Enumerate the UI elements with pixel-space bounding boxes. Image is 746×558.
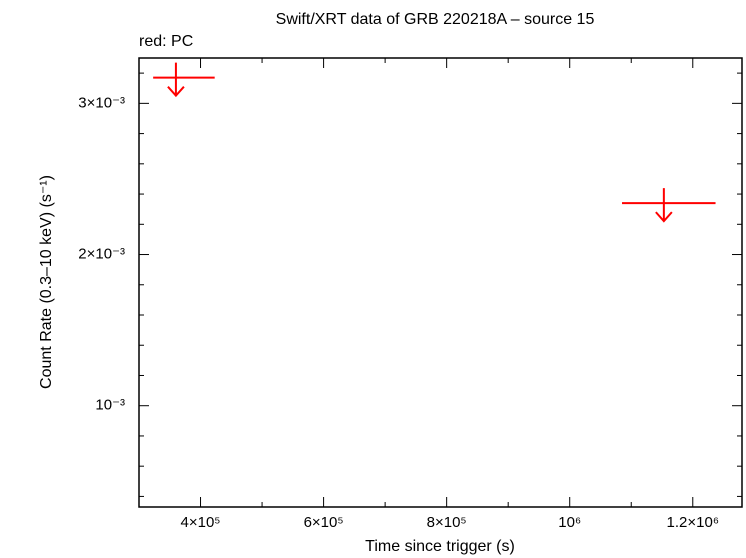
y-tick-label: 3×10⁻³ xyxy=(78,94,125,111)
chart-title: Swift/XRT data of GRB 220218A – source 1… xyxy=(276,11,595,28)
x-tick-label: 1.2×10⁶ xyxy=(667,514,719,531)
y-axis-label: Count Rate (0.3–10 keV) (s⁻¹) xyxy=(38,175,55,389)
x-tick-label: 4×10⁵ xyxy=(181,514,221,531)
x-axis-label: Time since trigger (s) xyxy=(365,538,515,555)
x-tick-label: 6×10⁵ xyxy=(304,514,344,531)
x-tick-label: 8×10⁵ xyxy=(427,514,467,531)
y-tick-label: 10⁻³ xyxy=(95,397,125,414)
upper-limit-arrow xyxy=(655,188,673,223)
upper-limit-arrow xyxy=(167,62,185,98)
annotation: red: PC xyxy=(139,33,193,50)
y-tick-label: 2×10⁻³ xyxy=(78,246,125,263)
plot-frame xyxy=(138,57,743,508)
x-tick-label: 10⁶ xyxy=(558,514,581,531)
